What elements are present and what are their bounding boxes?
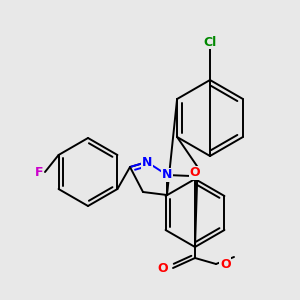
- Text: O: O: [158, 262, 168, 275]
- Text: O: O: [220, 257, 231, 271]
- Text: N: N: [142, 155, 152, 169]
- Text: O: O: [190, 167, 200, 179]
- Text: F: F: [35, 166, 43, 178]
- Text: Cl: Cl: [203, 35, 217, 49]
- Text: N: N: [162, 169, 172, 182]
